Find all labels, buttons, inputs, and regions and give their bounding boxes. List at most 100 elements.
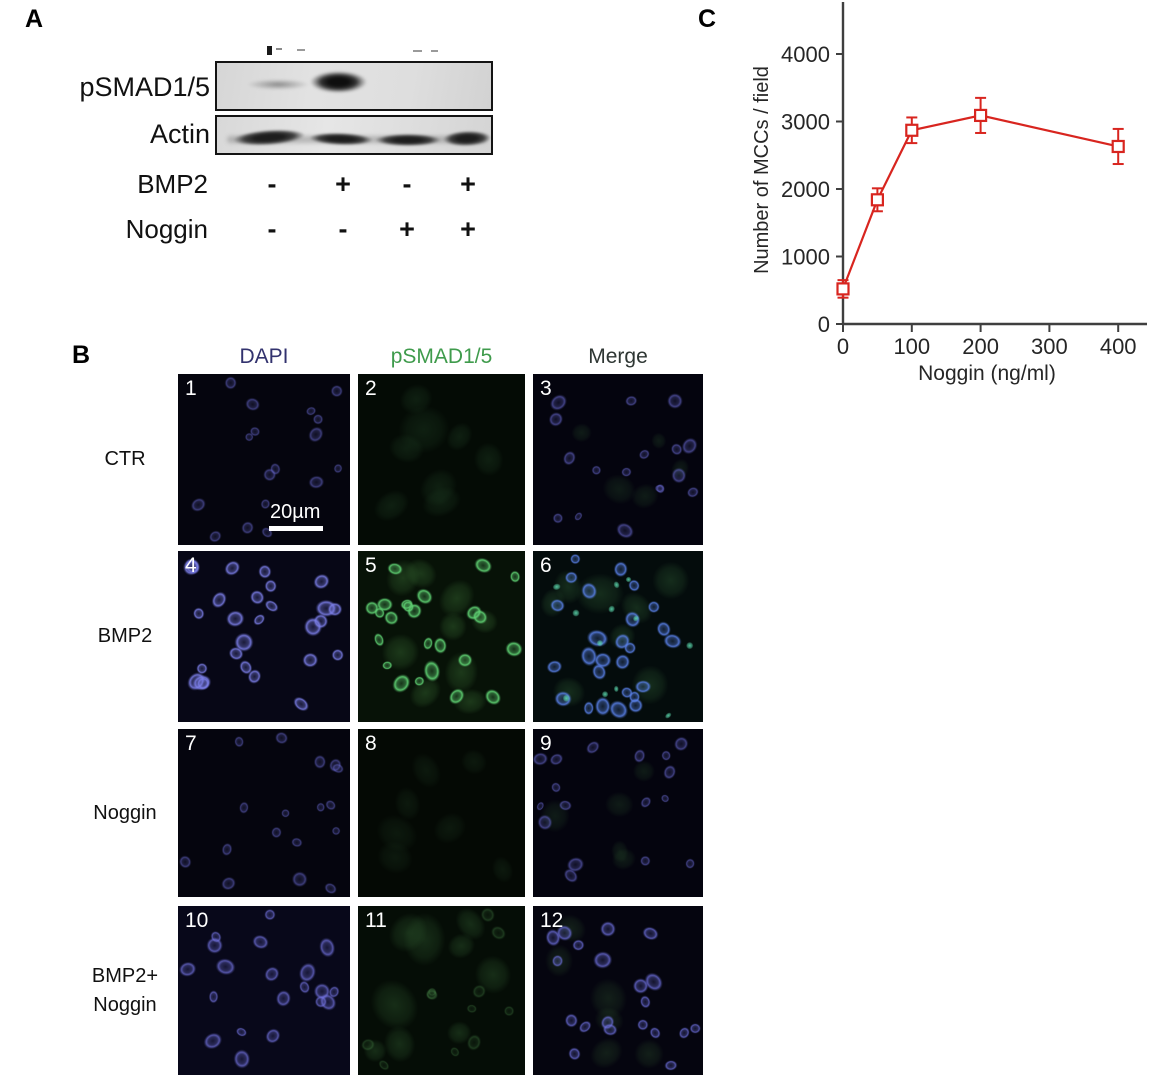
cell-nucleus xyxy=(329,824,343,838)
cell-nucleus xyxy=(312,753,327,771)
blot-lane-artifact xyxy=(431,50,438,52)
tile-number: 11 xyxy=(365,909,387,932)
cell-nucleus xyxy=(259,906,279,925)
cell-nucleus xyxy=(669,465,688,485)
cell-nucleus xyxy=(207,988,220,1004)
x-tick-label: 300 xyxy=(1031,334,1068,359)
cell-nucleus xyxy=(260,466,278,484)
row-label: CTR xyxy=(55,374,195,545)
cell-nucleus xyxy=(212,954,240,979)
cell-nucleus xyxy=(250,610,269,629)
condition-symbol: - xyxy=(267,169,277,199)
condition-row-label: Noggin xyxy=(125,214,208,244)
y-tick-label: 2000 xyxy=(781,177,830,202)
cell-nucleus xyxy=(548,780,564,796)
cell-nucleus xyxy=(269,824,284,839)
tile-number: 10 xyxy=(185,909,209,932)
column-header-psmad: pSMAD1/5 xyxy=(390,345,493,368)
tile-number: 3 xyxy=(540,377,552,400)
row-label-line: Noggin xyxy=(93,993,157,1016)
cell-nucleus xyxy=(206,587,232,614)
panel-b-label: B xyxy=(72,341,91,369)
cell-nucleus xyxy=(683,856,697,871)
cell-nucleus xyxy=(654,482,667,495)
cell-nucleus xyxy=(233,1025,250,1040)
cell-nucleus xyxy=(231,1047,253,1071)
cell-nucleus xyxy=(255,562,274,581)
cell-nucleus xyxy=(591,948,616,972)
scale-bar-label: 20µm xyxy=(270,501,321,523)
cell-nucleus xyxy=(571,608,582,618)
row-label: Noggin xyxy=(55,729,195,897)
cell-nucleus xyxy=(248,930,273,953)
condition-symbol: + xyxy=(460,214,476,244)
tile-number: 7 xyxy=(185,732,197,755)
cell-nucleus xyxy=(590,464,602,477)
cell-nucleus xyxy=(623,393,640,409)
blot-lane-artifact xyxy=(276,48,282,50)
cell-nucleus xyxy=(508,569,523,585)
x-tick-label: 400 xyxy=(1100,334,1137,359)
cell-nucleus xyxy=(624,575,632,584)
condition-symbol: + xyxy=(399,214,415,244)
x-tick-label: 100 xyxy=(893,334,930,359)
cell-nucleus xyxy=(637,853,654,869)
cell-nucleus xyxy=(635,446,653,463)
cell-nucleus xyxy=(470,553,497,578)
cell-nucleus xyxy=(363,478,421,533)
y-axis-label: Number of MCCs / field xyxy=(751,66,773,274)
cell-nucleus xyxy=(190,605,207,622)
micrograph-tile: 12 xyxy=(533,906,703,1075)
cell-nucleus xyxy=(321,879,341,897)
cell-nucleus xyxy=(358,963,436,1047)
cell-nucleus xyxy=(559,447,580,469)
series-line xyxy=(841,114,1119,290)
cell-nucleus xyxy=(638,922,662,944)
tile-number: 5 xyxy=(365,554,377,577)
column-header-dapi: DAPI xyxy=(239,345,289,368)
cell-nucleus xyxy=(663,709,674,721)
blot-band-actin-3 xyxy=(375,134,441,146)
cell-nucleus xyxy=(223,607,248,631)
cell-nucleus xyxy=(198,1027,227,1054)
y-tick-label: 4000 xyxy=(781,42,830,67)
row-label-line: BMP2 xyxy=(97,625,153,647)
data-point-marker xyxy=(836,282,850,296)
tile-number: 9 xyxy=(540,732,552,755)
micrograph-tile: 2 xyxy=(358,374,525,545)
cell-nucleus xyxy=(637,992,654,1011)
western-blot-actin xyxy=(215,115,493,155)
cell-nucleus xyxy=(329,646,347,664)
western-blot-psmad xyxy=(215,61,493,111)
cell-nucleus xyxy=(304,422,329,447)
cell-nucleus xyxy=(308,569,334,594)
data-point-marker xyxy=(974,108,988,123)
cell-nucleus xyxy=(237,517,257,538)
cell-nucleus xyxy=(637,793,655,811)
cell-nucleus xyxy=(326,600,345,619)
cell-nucleus xyxy=(486,921,510,945)
cell-nucleus xyxy=(422,801,477,855)
condition-symbol: - xyxy=(402,169,412,199)
blot-band-actin-4 xyxy=(442,130,491,147)
cell-nucleus xyxy=(277,806,293,822)
cell-nucleus xyxy=(550,511,565,525)
blot-row-label-actin: Actin xyxy=(149,119,210,149)
cell-nucleus xyxy=(206,526,226,545)
x-tick-label: 0 xyxy=(837,334,849,359)
cell-nucleus xyxy=(219,840,236,859)
cell-nucleus xyxy=(178,851,195,872)
cell-nucleus xyxy=(600,787,638,822)
cell-nucleus xyxy=(260,1023,285,1048)
cell-nucleus xyxy=(452,740,496,784)
condition-symbol: - xyxy=(267,214,277,244)
cell-nucleus xyxy=(306,473,327,491)
micrograph-tile: 6 xyxy=(533,551,703,722)
cell-nucleus xyxy=(331,461,345,476)
cell-nucleus xyxy=(571,509,585,523)
tile-number: 2 xyxy=(365,377,377,400)
cell-nucleus xyxy=(287,866,313,891)
y-tick-label: 0 xyxy=(818,312,830,337)
micrograph-tile: 7 xyxy=(178,729,350,897)
cell-nucleus xyxy=(203,934,227,958)
